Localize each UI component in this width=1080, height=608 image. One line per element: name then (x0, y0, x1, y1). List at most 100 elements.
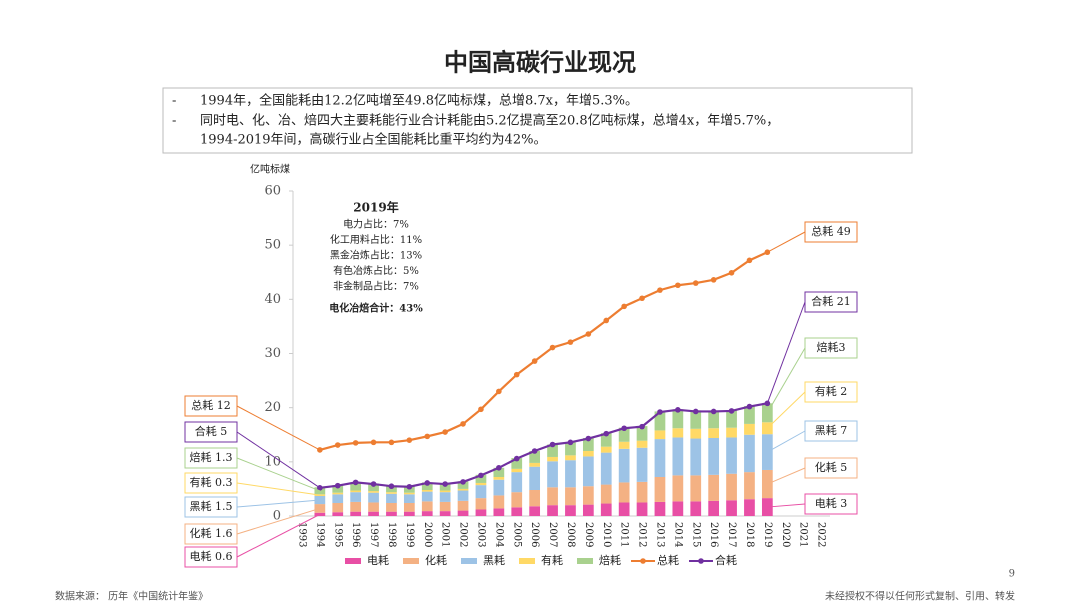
x-tick-label: 1997 (368, 522, 379, 547)
callout-line (767, 391, 806, 429)
bar-segment (618, 448, 630, 483)
point (764, 400, 771, 407)
bar-segment (439, 501, 451, 512)
bar-segment (350, 490, 362, 493)
bar-segment (421, 511, 433, 516)
bar-segment (529, 462, 541, 467)
inset-line: 非金制品占比：7% (333, 280, 419, 293)
point (728, 269, 735, 276)
x-tick-label: 2022 (816, 522, 827, 547)
bar-segment (457, 500, 469, 511)
x-tick-label: 2017 (726, 522, 737, 547)
bar-segment (529, 466, 541, 490)
point (460, 421, 466, 427)
bar-segment (636, 440, 648, 448)
callout-label: 化耗 5 (815, 460, 848, 474)
bar-segment (708, 428, 720, 438)
callout-box (804, 337, 858, 359)
bar-segment (690, 438, 702, 476)
y-axis-label: 亿吨标煤 (250, 163, 290, 176)
bar-segment (654, 477, 666, 502)
callout-box (184, 523, 238, 545)
point (370, 481, 377, 487)
point (478, 472, 484, 479)
point (352, 440, 359, 446)
point (334, 442, 341, 448)
bar-segment (475, 485, 487, 499)
x-tick-label: 2007 (547, 522, 558, 547)
bar-segment (403, 492, 415, 495)
legend-label: 化耗 (425, 553, 447, 567)
callout-box (804, 221, 858, 243)
point (442, 429, 448, 435)
bar-segment (690, 501, 702, 516)
bar-segment (350, 482, 362, 491)
bar-segment (475, 474, 487, 483)
line (319, 251, 768, 451)
x-tick-label: 2002 (458, 522, 469, 547)
point (531, 448, 538, 454)
point (657, 287, 663, 293)
bar-segment (493, 508, 505, 516)
x-tick-label: 2021 (798, 522, 809, 547)
callout-label: 焙耗 1.3 (190, 450, 233, 464)
inset-line: 化工用料占比：11% (330, 233, 422, 246)
legend-swatch (698, 558, 704, 564)
bar-segment (618, 502, 630, 516)
callout-box (184, 421, 238, 443)
y-tick-label: 40 (264, 292, 281, 307)
point (496, 464, 502, 471)
point (621, 303, 627, 310)
bar-segment (726, 410, 737, 428)
callout-label: 合耗 5 (195, 424, 228, 438)
bar-segment (618, 482, 630, 503)
point (728, 408, 735, 414)
point (424, 480, 431, 486)
bar-segment (654, 501, 666, 516)
callout-box (804, 420, 858, 442)
callout-line (236, 513, 321, 558)
bar-segment (636, 502, 648, 516)
x-tick-label: 1994 (314, 522, 325, 547)
point (334, 482, 341, 489)
point (388, 483, 395, 490)
legend-label: 黑耗 (483, 554, 505, 567)
point (424, 433, 431, 440)
legend-swatch (577, 558, 593, 564)
bar-segment (744, 434, 755, 473)
point (710, 408, 717, 415)
bar-segment (421, 482, 433, 490)
callout-box (804, 381, 858, 403)
bar-segment (744, 423, 755, 435)
bar-segment (439, 492, 451, 502)
bar-segment (439, 511, 451, 516)
inset-line: 电力占比：7% (343, 218, 409, 231)
bar-segment (439, 483, 451, 491)
page-number: 9 (1009, 569, 1015, 580)
bar-segment (547, 505, 558, 516)
legend-label: 电耗 (367, 554, 389, 567)
bar-segment (582, 451, 594, 457)
bar-segment (654, 430, 666, 440)
bar-segment (350, 501, 362, 512)
callout-label: 化耗 1.6 (190, 526, 233, 540)
x-tick-label: 2001 (440, 522, 451, 547)
bar-segment (547, 461, 558, 488)
point (603, 317, 610, 324)
point (585, 331, 592, 337)
callout-label: 电耗 0.6 (190, 550, 233, 563)
bar-segment (386, 492, 397, 494)
point (513, 455, 520, 462)
callout-box (184, 472, 238, 494)
bar-segment (600, 446, 612, 453)
bar-segment (744, 472, 755, 500)
callout-line (767, 430, 806, 453)
bar-segment (511, 458, 523, 469)
copyright: 未经授权不得以任何形式复制、引用、转发 (825, 590, 1015, 603)
bar-segment (582, 504, 594, 516)
bar-segment (744, 499, 755, 516)
bar-segment (475, 509, 487, 516)
bar-segment (421, 490, 433, 492)
